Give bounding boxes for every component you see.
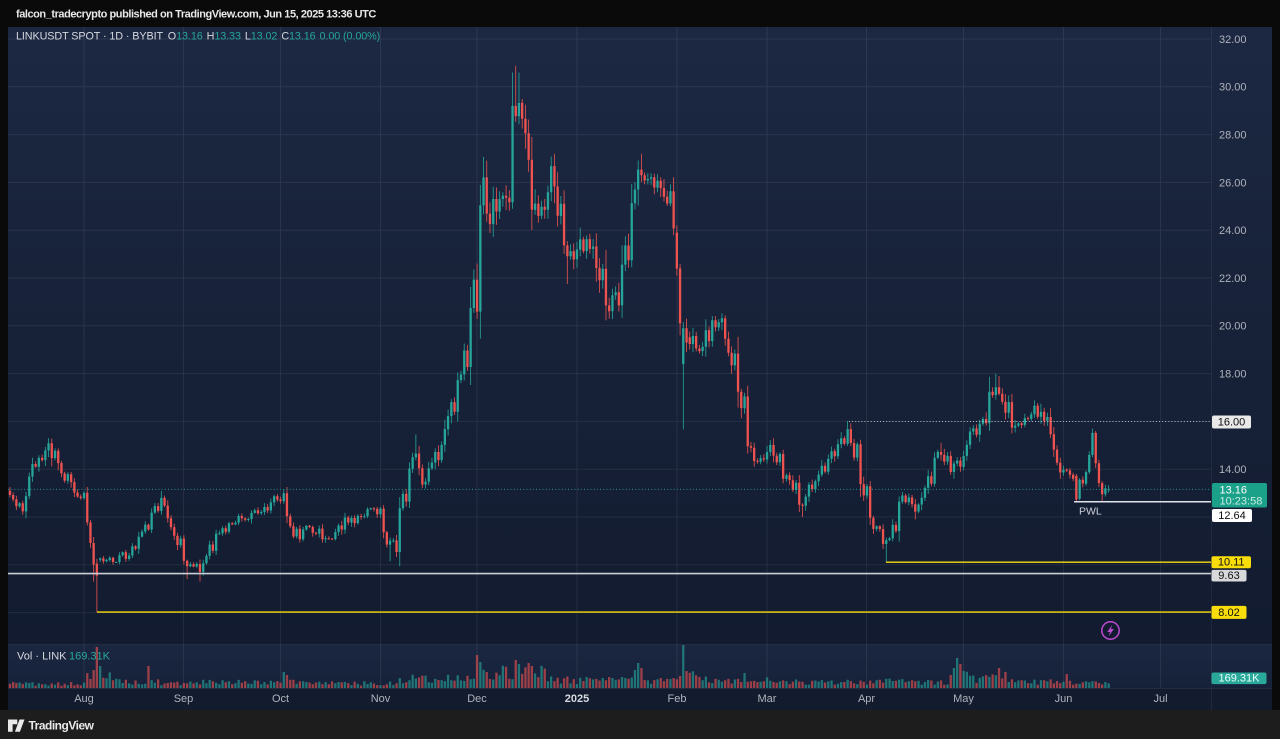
svg-text:8.02: 8.02 xyxy=(1218,607,1239,619)
svg-text:Dec: Dec xyxy=(467,693,487,705)
svg-text:28.00: 28.00 xyxy=(1219,130,1247,142)
svg-text:May: May xyxy=(953,693,974,705)
svg-text:Apr: Apr xyxy=(858,693,875,705)
svg-text:169.31K: 169.31K xyxy=(1219,673,1261,685)
svg-text:Jun: Jun xyxy=(1055,693,1073,705)
svg-text:14.00: 14.00 xyxy=(1219,464,1247,476)
svg-text:Oct: Oct xyxy=(272,693,289,705)
svg-text:22.00: 22.00 xyxy=(1219,273,1247,285)
svg-text:30.00: 30.00 xyxy=(1219,82,1247,94)
svg-text:Jul: Jul xyxy=(1153,693,1167,705)
svg-text:Mar: Mar xyxy=(758,693,777,705)
svg-text:20.00: 20.00 xyxy=(1219,321,1247,333)
svg-text:falcon_tradecrypto published o: falcon_tradecrypto published on TradingV… xyxy=(16,9,376,21)
svg-text:10.11: 10.11 xyxy=(1218,557,1245,569)
svg-text:Feb: Feb xyxy=(668,693,687,705)
svg-text:12.64: 12.64 xyxy=(1218,510,1246,522)
svg-text:PWL: PWL xyxy=(1079,506,1102,518)
svg-text:32.00: 32.00 xyxy=(1219,34,1247,46)
svg-text:2025: 2025 xyxy=(565,693,589,705)
svg-text:169.31K: 169.31K xyxy=(69,651,111,663)
svg-text:Aug: Aug xyxy=(74,693,94,705)
svg-text:24.00: 24.00 xyxy=(1219,225,1247,237)
svg-text:Nov: Nov xyxy=(371,693,391,705)
svg-text:26.00: 26.00 xyxy=(1219,177,1247,189)
svg-text:Vol · LINK: Vol · LINK xyxy=(17,651,67,663)
svg-text:10:23:58: 10:23:58 xyxy=(1220,496,1263,508)
svg-text:TradingView: TradingView xyxy=(29,719,95,733)
svg-text:9.63: 9.63 xyxy=(1218,570,1239,582)
svg-text:13.16: 13.16 xyxy=(1220,485,1248,497)
svg-text:18.00: 18.00 xyxy=(1219,369,1247,381)
svg-text:Sep: Sep xyxy=(174,693,194,705)
svg-text:16.00: 16.00 xyxy=(1218,417,1246,429)
